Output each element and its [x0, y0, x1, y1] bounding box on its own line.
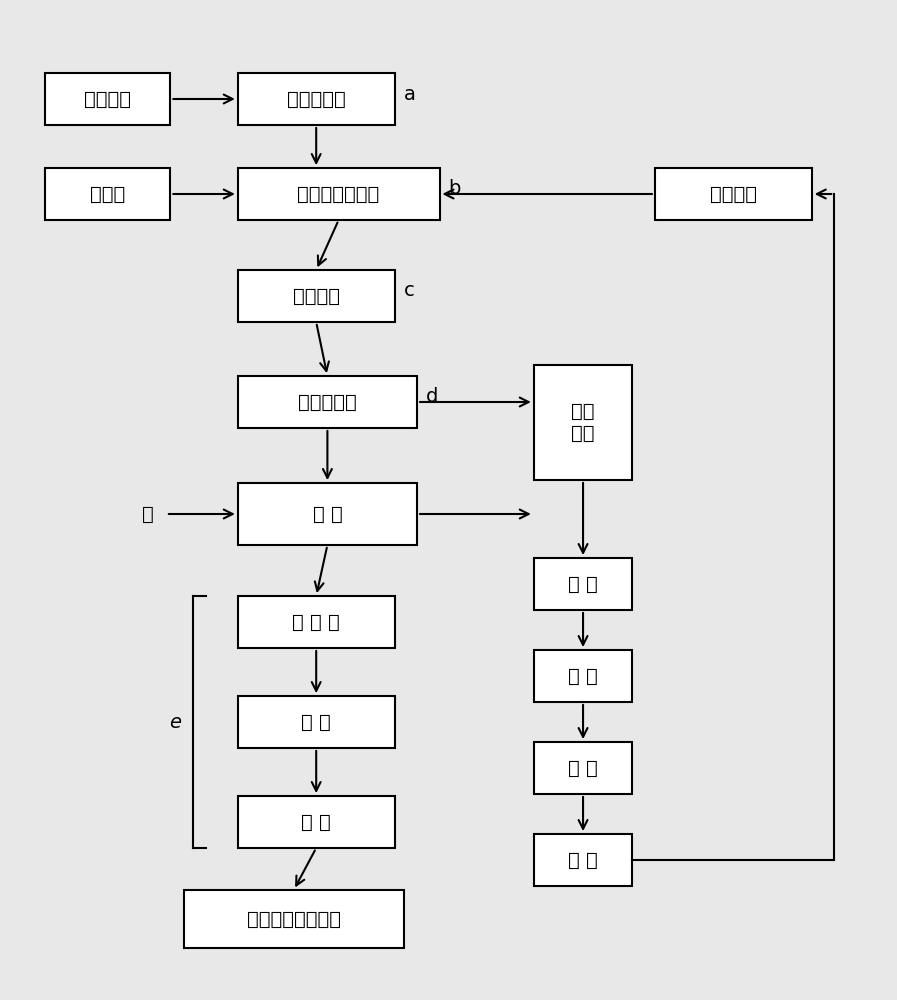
Bar — [238, 796, 395, 848]
Bar — [238, 696, 395, 748]
Bar — [238, 483, 417, 545]
Bar — [534, 834, 632, 886]
Text: b: b — [448, 180, 461, 198]
Text: 浓 缩: 浓 缩 — [568, 759, 598, 778]
Text: 新鲜溶剂: 新鲜溶剂 — [710, 184, 757, 204]
Bar — [534, 742, 632, 794]
Bar — [238, 73, 395, 125]
Text: 废咖啡渣: 废咖啡渣 — [84, 90, 131, 108]
Text: 水: 水 — [142, 504, 154, 524]
Bar — [45, 168, 170, 220]
Text: d: d — [426, 387, 439, 406]
Bar — [534, 558, 632, 610]
Text: 卷 取: 卷 取 — [301, 812, 331, 832]
Text: a: a — [404, 85, 415, 104]
Text: e: e — [169, 713, 181, 732]
Bar — [534, 650, 632, 702]
Bar — [655, 168, 812, 220]
Text: 凝固浴再生: 凝固浴再生 — [298, 392, 357, 412]
Bar — [238, 376, 417, 428]
Text: 脱 色: 脱 色 — [568, 574, 598, 593]
Bar — [238, 270, 395, 322]
Text: c: c — [404, 281, 414, 300]
Text: 干 燥: 干 燥 — [301, 712, 331, 732]
Bar — [45, 73, 170, 125]
Bar — [534, 365, 632, 480]
Text: 水 针 轧: 水 针 轧 — [292, 612, 340, 632]
Text: 竹浆纤维素: 竹浆纤维素 — [287, 90, 345, 108]
Bar — [238, 168, 440, 220]
Text: 过 滤: 过 滤 — [568, 666, 598, 686]
Text: 调浆溶解成黏液: 调浆溶解成黏液 — [298, 184, 379, 204]
Text: 竹浆纤维素不织布: 竹浆纤维素不织布 — [247, 910, 341, 928]
Text: 精 制: 精 制 — [568, 850, 598, 869]
Text: 溶剂
回收: 溶剂 回收 — [571, 402, 595, 443]
Bar — [184, 890, 404, 948]
Text: 水 洗: 水 洗 — [312, 504, 343, 524]
Text: 安定剂: 安定剂 — [90, 184, 126, 204]
Bar — [238, 596, 395, 648]
Text: 黏液纺黏: 黏液纺黏 — [292, 286, 340, 305]
